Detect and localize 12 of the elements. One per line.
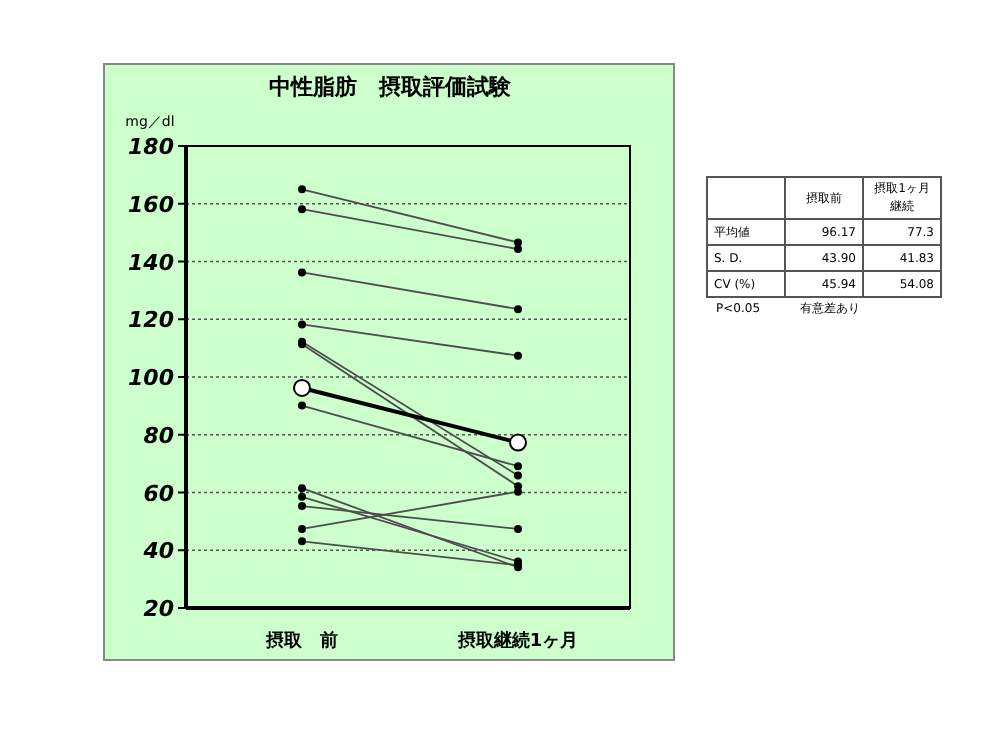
y-tick-label: 180: [128, 134, 175, 160]
y-tick-label: 120: [128, 307, 175, 334]
y-tick-label: 100: [128, 365, 175, 391]
y-tick-label: 60: [143, 480, 175, 507]
x-tick-label: 摂取継続1ヶ月: [455, 630, 579, 652]
chart-title: 中性脂肪 摂取評価試験: [269, 74, 513, 100]
y-tick-label: 160: [128, 191, 175, 218]
y-tick-label: 80: [143, 422, 175, 449]
y-tick-label: 20: [143, 596, 175, 622]
y-tick-label: 40: [141, 538, 175, 565]
y-tick-label: 140: [128, 249, 175, 276]
x-tick-label: 摂取 前: [264, 630, 338, 652]
